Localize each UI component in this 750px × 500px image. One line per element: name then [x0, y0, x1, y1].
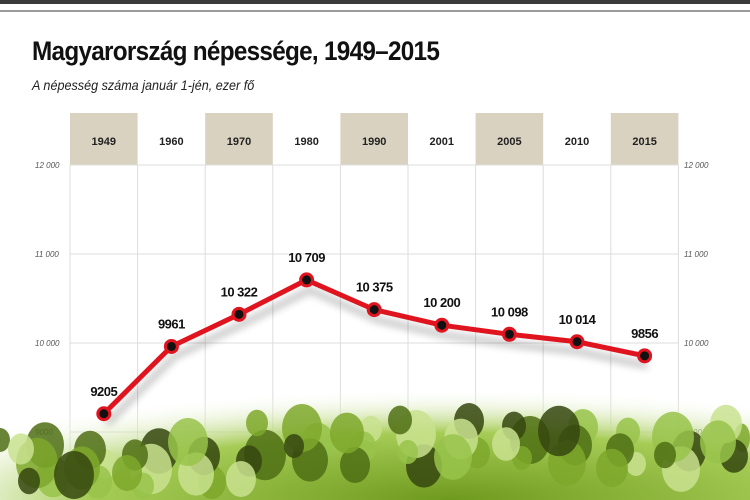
data-label: 10 322 — [221, 284, 258, 299]
chart-title: Magyarország népessége, 1949–2015 — [32, 36, 440, 66]
data-label: 9961 — [158, 316, 185, 331]
crowd-figure — [596, 448, 628, 488]
x-tick-label: 1990 — [362, 136, 386, 148]
crowd-figure — [8, 433, 34, 465]
crowd-figure — [18, 467, 40, 495]
x-tick-label: 2015 — [632, 136, 656, 148]
crowd-figure — [398, 440, 418, 464]
crowd-figure — [538, 405, 580, 457]
data-label: 10 375 — [356, 280, 393, 295]
data-label: 10 709 — [288, 250, 325, 265]
data-label: 10 098 — [491, 304, 528, 319]
header-band — [340, 113, 408, 165]
crowd-figure — [654, 441, 676, 469]
top-rule — [0, 0, 750, 4]
data-point-center — [572, 337, 582, 347]
crowd-figure — [340, 447, 370, 483]
data-point-center — [166, 341, 176, 351]
data-label: 9205 — [90, 384, 117, 399]
data-point-center — [234, 309, 244, 319]
data-point-center — [369, 305, 379, 315]
crowd-figure — [492, 427, 520, 461]
y-tick-label: 12 000 — [35, 161, 60, 170]
y-tick-label: 12 000 — [684, 161, 709, 170]
crowd-figure — [168, 418, 208, 466]
data-label: 9856 — [631, 326, 658, 341]
x-tick-label: 1960 — [159, 136, 183, 148]
header-band — [205, 113, 273, 165]
x-tick-label: 1970 — [227, 136, 251, 148]
crowd-figure — [54, 451, 94, 499]
crowd-figure — [112, 455, 142, 491]
y-tick-label: 11 000 — [35, 250, 59, 259]
x-tick-label: 2005 — [497, 136, 521, 148]
crowd-figure — [226, 461, 256, 497]
header-band — [610, 113, 679, 165]
chart-subtitle: A népesség száma január 1-jén, ezer fő — [32, 77, 255, 93]
crowd-figure — [700, 420, 736, 464]
data-label: 10 014 — [559, 312, 597, 327]
crowd-figure — [330, 412, 364, 454]
x-tick-label: 1949 — [92, 136, 116, 148]
x-tick-label: 1980 — [294, 136, 318, 148]
y-tick-label: 10 000 — [684, 339, 709, 348]
crowd-figure — [246, 409, 268, 437]
header-band — [70, 113, 138, 165]
data-point-center — [99, 409, 109, 419]
y-tick-label: 10 000 — [35, 339, 60, 348]
y-tick-label: 11 000 — [684, 250, 708, 259]
header-band — [475, 113, 544, 165]
crowd-figure — [388, 405, 412, 435]
x-tick-label: 2010 — [565, 136, 589, 148]
x-tick-label: 2001 — [430, 136, 454, 148]
line-shadow — [104, 286, 649, 426]
crowd-figure — [0, 428, 10, 452]
data-point-center — [302, 275, 312, 285]
top-rule-thin — [0, 10, 750, 12]
data-point-center — [640, 351, 650, 361]
data-point-center — [504, 329, 514, 339]
crowd-photo — [0, 360, 750, 500]
data-point-center — [437, 320, 447, 330]
crowd-figure — [284, 434, 304, 458]
crowd-figure — [434, 434, 472, 480]
data-label: 10 200 — [423, 295, 460, 310]
